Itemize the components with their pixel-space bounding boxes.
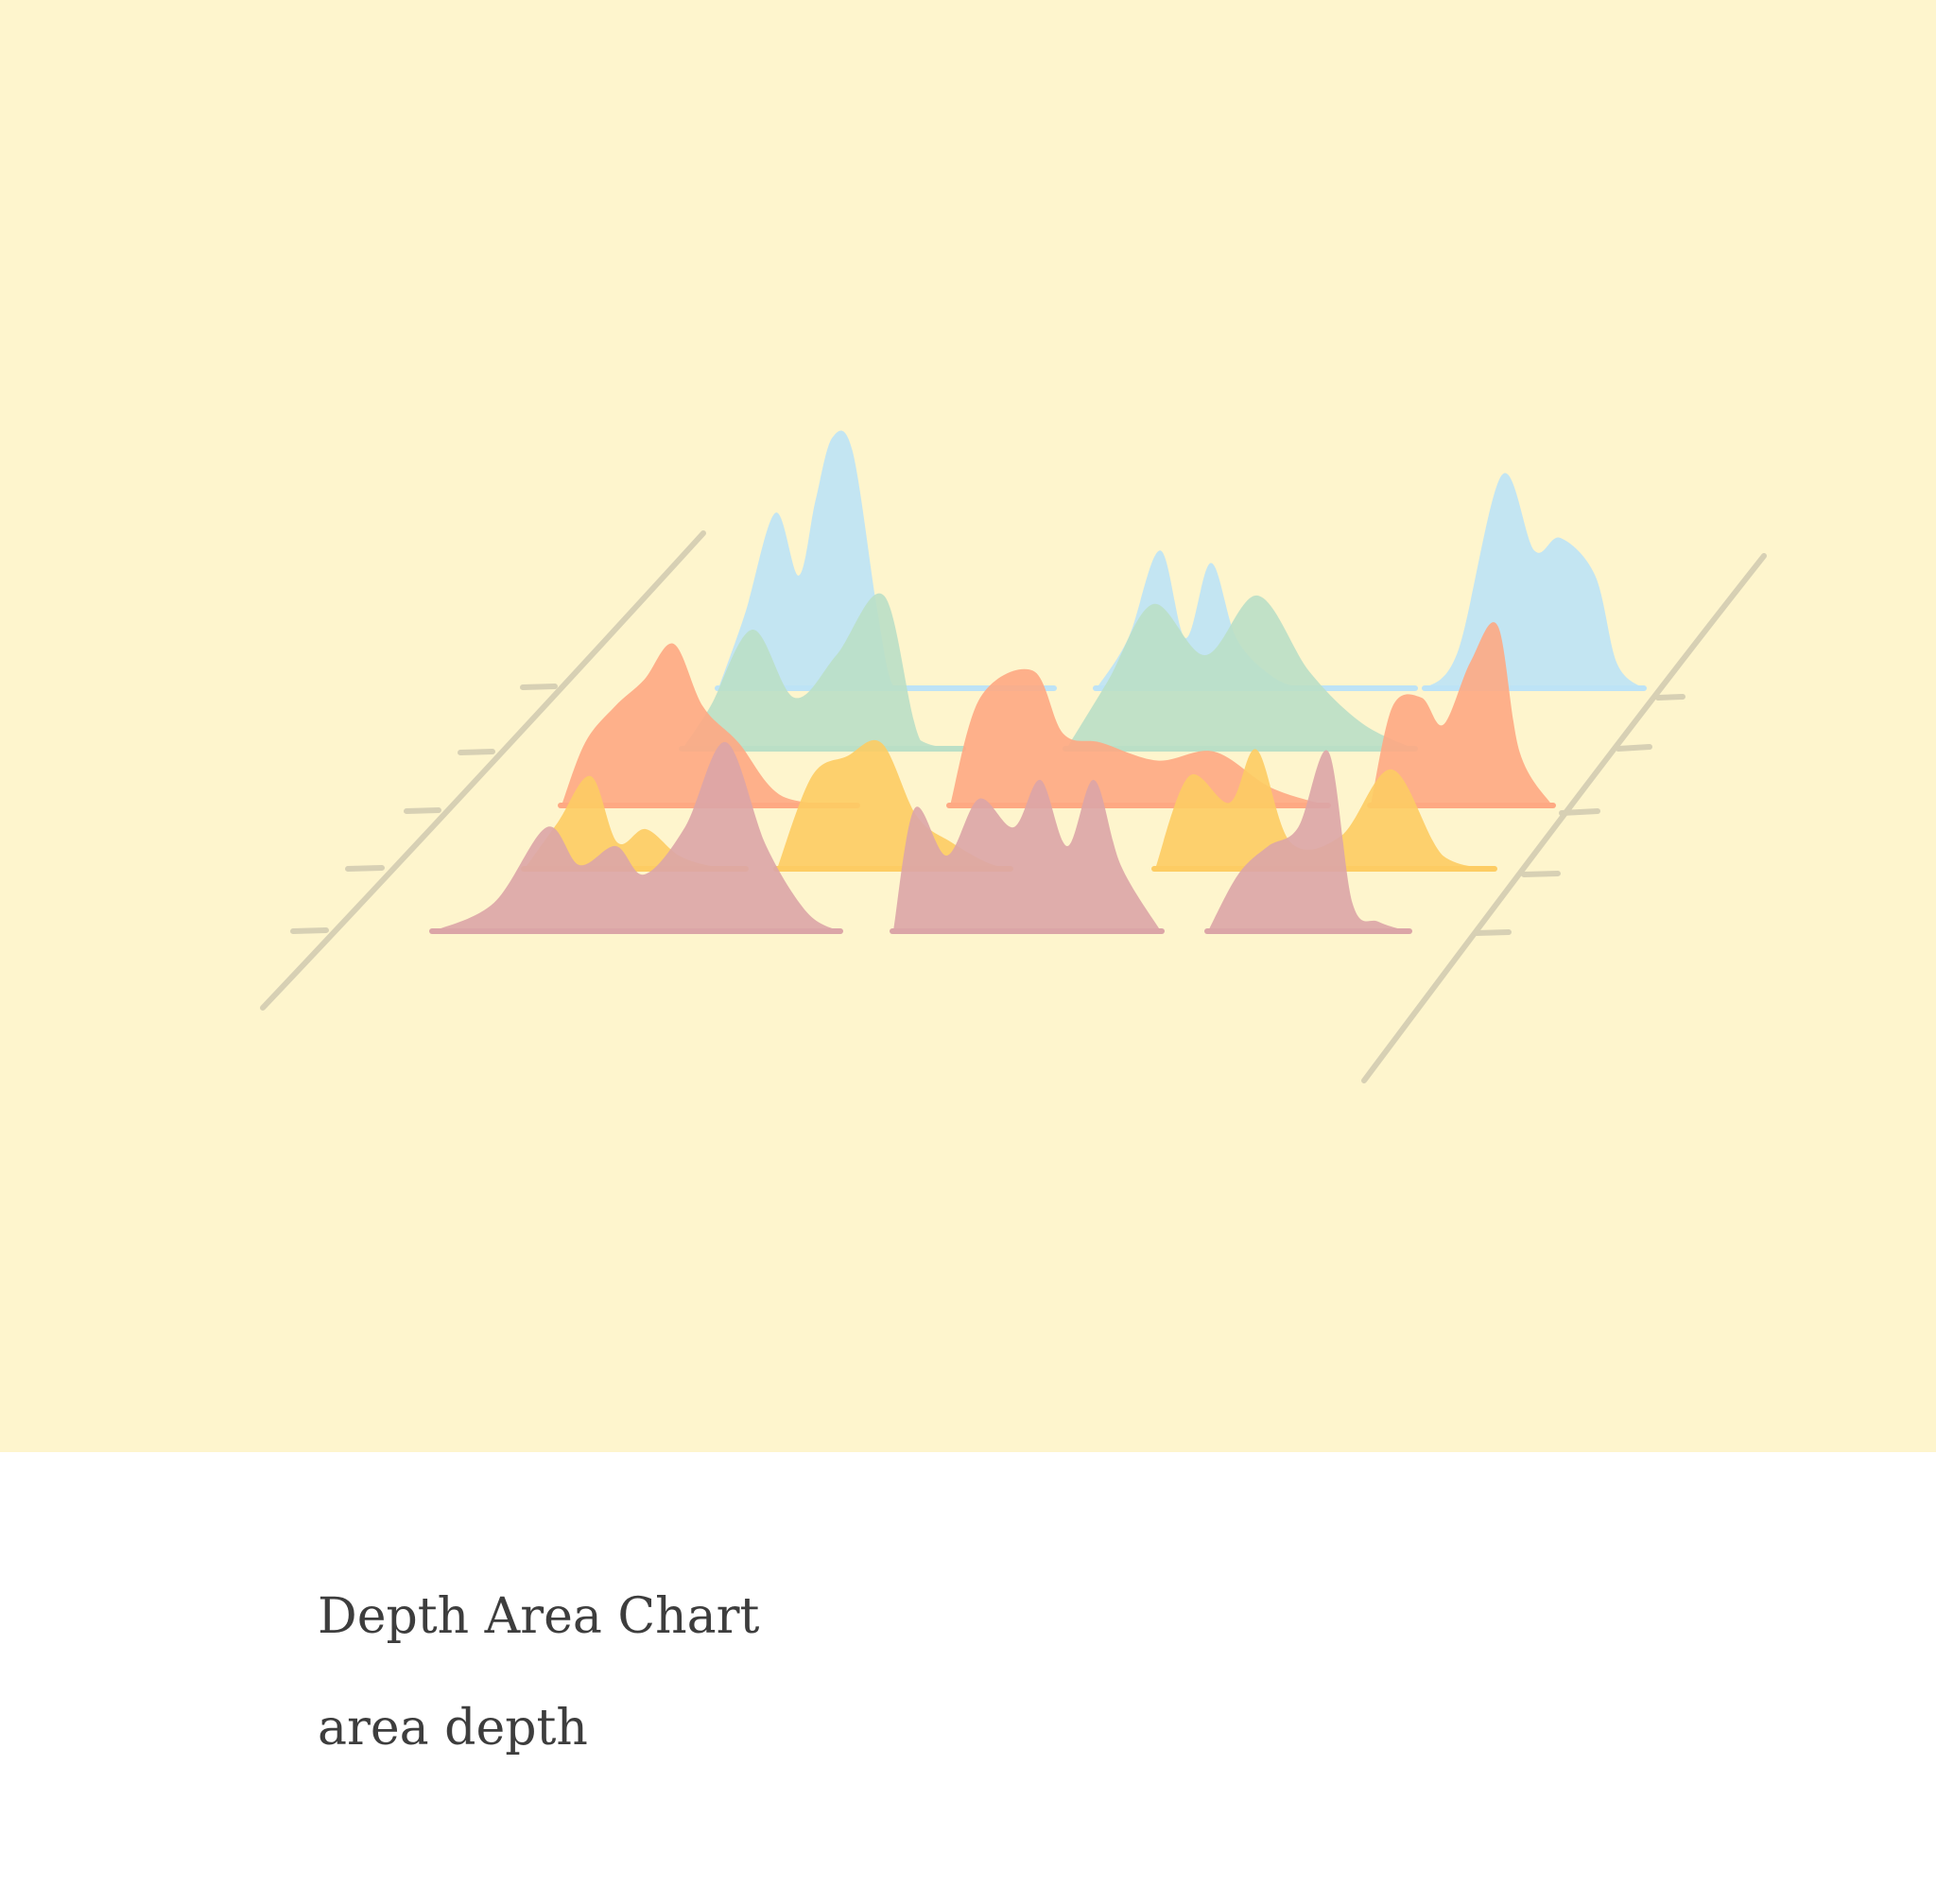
chart-caption: Depth Area Chart area depth <box>318 1588 759 1757</box>
area-orange-segment <box>562 643 856 805</box>
area-blue-segment <box>718 430 1053 688</box>
depth-area-chart <box>0 0 1936 1452</box>
right-axis-tick <box>1616 744 1652 752</box>
area-pink-segment <box>893 779 1161 931</box>
right-axis-tick <box>1559 808 1600 816</box>
area-layers <box>429 430 1647 934</box>
left-depth-axis <box>260 530 706 1011</box>
area-green-baseline <box>1063 746 1418 752</box>
area-green-baseline <box>679 746 966 752</box>
area-yellow-segment <box>1155 749 1494 869</box>
right-depth-axis <box>1361 553 1767 1083</box>
area-pink-baseline <box>890 928 1165 934</box>
left-axis-tick <box>404 807 441 814</box>
chart-title: Depth Area Chart <box>318 1588 760 1645</box>
area-green-segment <box>683 593 962 749</box>
area-blue-baseline <box>1422 685 1647 691</box>
area-pink-baseline <box>1204 928 1412 934</box>
left-axis-tick <box>458 749 495 755</box>
chart-background <box>0 0 1936 1452</box>
left-axis-tick <box>520 684 558 690</box>
area-pink-segment <box>1208 750 1409 931</box>
left-axis-line <box>260 530 706 1011</box>
right-axis-tick <box>1474 929 1512 936</box>
area-yellow-segment <box>777 739 1010 869</box>
chart-tags: area depth <box>318 1700 588 1757</box>
chart-illustration <box>0 0 1936 1452</box>
area-blue-segment <box>1426 473 1643 688</box>
left-axis-tick <box>345 865 385 872</box>
left-axis-tick <box>290 927 329 934</box>
area-series-green <box>679 593 1418 752</box>
area-series-pink <box>429 741 1412 934</box>
area-yellow-segment <box>525 775 745 869</box>
area-pink-baseline <box>429 928 843 934</box>
area-orange-segment <box>950 668 1327 805</box>
area-orange-segment <box>1371 622 1552 805</box>
area-green-segment <box>1066 595 1414 749</box>
area-pink-segment <box>433 741 839 931</box>
right-axis-tick <box>1655 694 1685 701</box>
